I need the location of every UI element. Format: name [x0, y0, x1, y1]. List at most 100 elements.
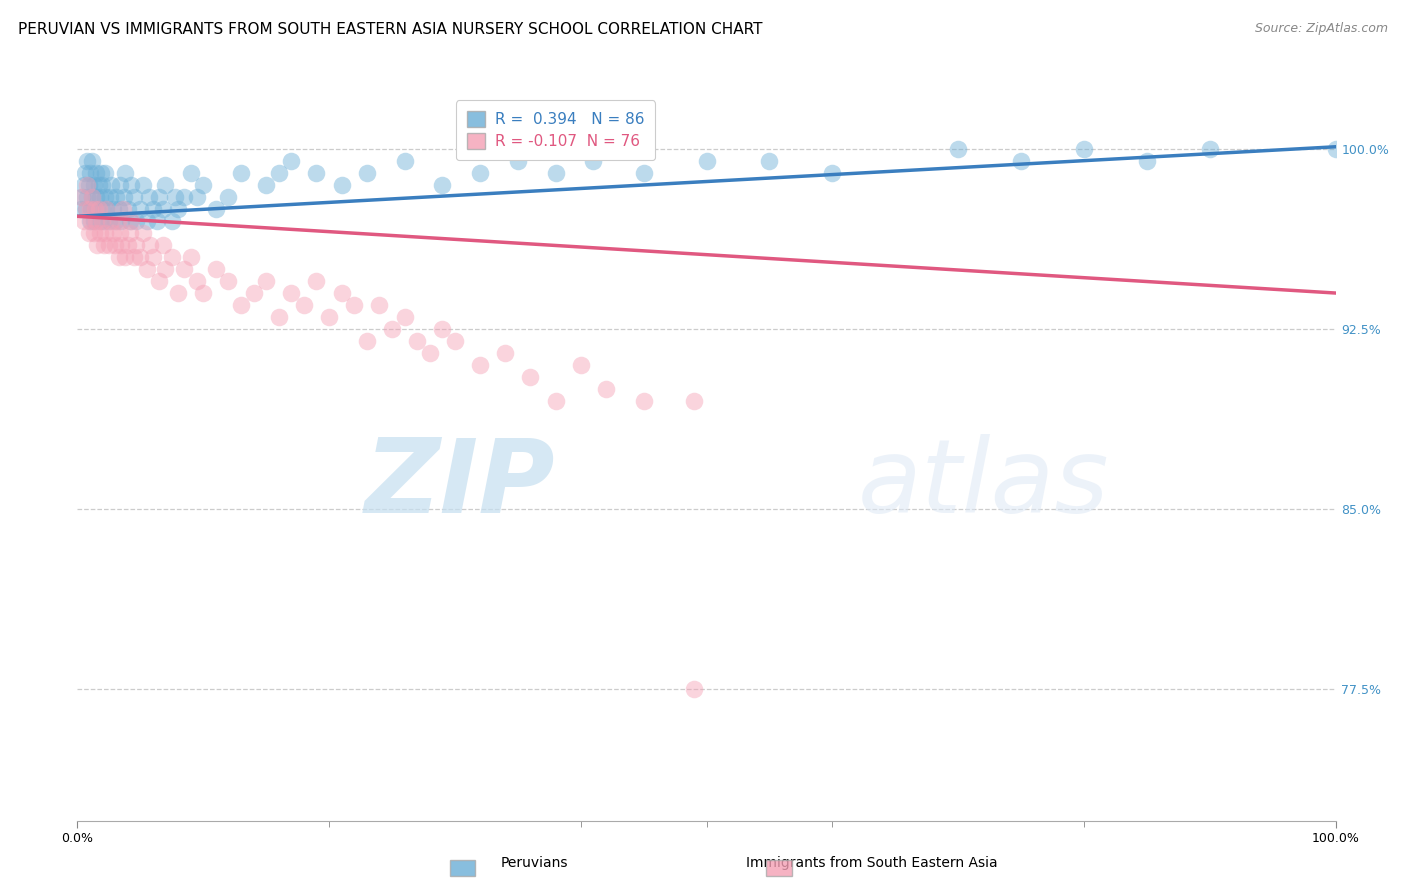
Point — [280, 286, 302, 301]
Point — [406, 334, 429, 348]
Point — [519, 370, 541, 384]
Point — [120, 214, 142, 228]
Point — [108, 202, 131, 216]
Point — [122, 190, 145, 204]
Text: Source: ZipAtlas.com: Source: ZipAtlas.com — [1254, 22, 1388, 36]
Point — [204, 262, 226, 277]
Point — [394, 310, 416, 324]
Point — [267, 310, 290, 324]
Point — [343, 298, 366, 312]
Point — [72, 190, 94, 204]
Point — [145, 214, 167, 228]
Point — [114, 166, 136, 180]
Text: Peruvians: Peruvians — [501, 855, 568, 870]
Point — [432, 322, 454, 336]
Point — [111, 202, 134, 216]
Point — [1136, 154, 1159, 169]
Point — [160, 214, 183, 228]
Point — [104, 238, 127, 252]
Point — [122, 250, 145, 264]
Point — [254, 178, 277, 193]
Point — [93, 214, 115, 228]
Point — [105, 190, 128, 204]
Point — [419, 346, 441, 360]
Point — [683, 394, 706, 409]
Point — [96, 202, 118, 216]
Point — [110, 214, 132, 228]
Point — [1199, 142, 1222, 156]
Point — [120, 178, 142, 193]
Point — [101, 226, 124, 240]
Point — [204, 202, 226, 216]
Point — [330, 286, 353, 301]
Point — [356, 166, 378, 180]
Text: atlas: atlas — [858, 434, 1109, 534]
Point — [696, 154, 718, 169]
Point — [468, 358, 491, 372]
Point — [101, 202, 124, 216]
Point — [292, 298, 315, 312]
Point — [84, 190, 107, 204]
Point — [83, 178, 105, 193]
Point — [356, 334, 378, 348]
Point — [108, 250, 131, 264]
Point — [432, 178, 454, 193]
Text: Immigrants from South Eastern Asia: Immigrants from South Eastern Asia — [747, 855, 997, 870]
Point — [444, 334, 467, 348]
Point — [582, 154, 605, 169]
Point — [148, 190, 170, 204]
Point — [173, 190, 195, 204]
Point — [167, 286, 190, 301]
Point — [84, 202, 107, 216]
Point — [72, 214, 94, 228]
Text: PERUVIAN VS IMMIGRANTS FROM SOUTH EASTERN ASIA NURSERY SCHOOL CORRELATION CHART: PERUVIAN VS IMMIGRANTS FROM SOUTH EASTER… — [18, 22, 763, 37]
Point — [94, 226, 117, 240]
Point — [191, 178, 215, 193]
Point — [79, 202, 101, 216]
Point — [544, 394, 567, 409]
Point — [104, 214, 127, 228]
Point — [107, 214, 129, 228]
Point — [152, 202, 174, 216]
Point — [117, 238, 139, 252]
Point — [948, 142, 970, 156]
Point — [86, 202, 108, 216]
Point — [167, 202, 190, 216]
Point — [84, 214, 107, 228]
Point — [155, 262, 177, 277]
Point — [80, 214, 103, 228]
Point — [267, 166, 290, 180]
Point — [468, 166, 491, 180]
Point — [82, 154, 104, 169]
Point — [114, 250, 136, 264]
Point — [125, 214, 148, 228]
Point — [595, 382, 617, 396]
Point — [87, 178, 110, 193]
Point — [165, 190, 187, 204]
Point — [758, 154, 780, 169]
Point — [82, 190, 104, 204]
Point — [142, 250, 165, 264]
Point — [70, 202, 93, 216]
Point — [97, 214, 120, 228]
Point — [139, 238, 162, 252]
Point — [506, 154, 529, 169]
Point — [305, 274, 328, 288]
Point — [76, 190, 98, 204]
Point — [1010, 154, 1032, 169]
Point — [91, 178, 114, 193]
Point — [683, 681, 706, 696]
Point — [217, 190, 239, 204]
Point — [155, 178, 177, 193]
Point — [89, 214, 111, 228]
Point — [1073, 142, 1095, 156]
Point — [91, 202, 114, 216]
Point — [173, 262, 195, 277]
Legend: R =  0.394   N = 86, R = -0.107  N = 76: R = 0.394 N = 86, R = -0.107 N = 76 — [457, 101, 655, 160]
Point — [94, 166, 117, 180]
Point — [89, 226, 111, 240]
Point — [86, 238, 108, 252]
Point — [110, 238, 132, 252]
Point — [138, 190, 160, 204]
Point — [152, 238, 174, 252]
